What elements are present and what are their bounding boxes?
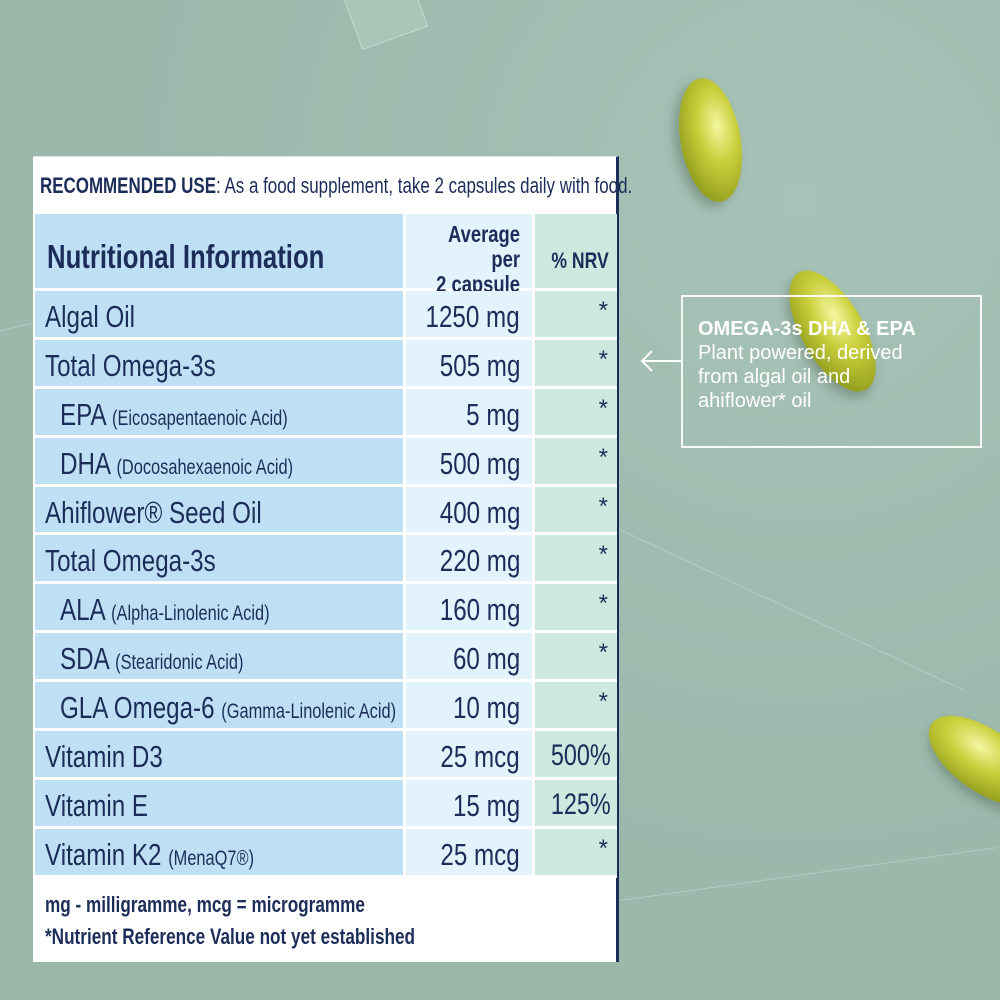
- nutrient-nrv: *: [598, 541, 608, 569]
- nutrient-value: 500 mg: [439, 445, 520, 481]
- callout-line: Plant powered, derived: [698, 342, 903, 364]
- nutrient-name: SDA (Stearidonic Acid): [60, 641, 244, 677]
- nutrient-nrv: 500%: [551, 739, 611, 773]
- callout-line: from algal oil and: [698, 366, 851, 388]
- table-row: Ahiflower® Seed Oil 400 mg *: [35, 486, 617, 536]
- callout-title: OMEGA-3s DHA & EPA: [698, 318, 916, 340]
- nutrient-name: Vitamin K2 (MenaQ7®): [45, 836, 255, 872]
- nutrient-name: Total Omega-3s: [45, 347, 216, 383]
- nutrient-value: 5 mg: [466, 396, 520, 432]
- nutrient-name: DHA (Docosahexaenoic Acid): [60, 445, 294, 481]
- nutrition-table: Nutritional Information Average per 2 cap…: [35, 214, 617, 878]
- table-row: ALA (Alpha-Linolenic Acid) 160 mg *: [35, 584, 617, 634]
- table-header: Nutritional Information Average per 2 cap…: [35, 214, 617, 297]
- value-column-header: Average per 2 capsule: [436, 221, 520, 297]
- arrow-left-icon: [640, 350, 681, 372]
- omega-callout: OMEGA-3s DHA & EPA Plant powered, derive…: [681, 295, 982, 448]
- nutrient-value: 25 mcg: [440, 836, 520, 872]
- table-row: Total Omega-3s 505 mg *: [35, 339, 617, 389]
- nutrient-nrv: *: [598, 492, 608, 520]
- nutrition-panel: RECOMMENDED USE: As a food supplement, t…: [33, 156, 632, 962]
- nutrient-name: GLA Omega-6 (Gamma-Linolenic Acid): [60, 690, 397, 726]
- nutrient-nrv: *: [598, 834, 608, 862]
- table-row: Algal Oil 1250 mg *: [35, 291, 617, 340]
- table-row: DHA (Docosahexaenoic Acid) 500 mg *: [35, 437, 617, 487]
- table-title: Nutritional Information: [47, 238, 325, 275]
- nutrient-nrv: *: [598, 590, 608, 618]
- nutrient-name: ALA (Alpha-Linolenic Acid): [60, 592, 270, 628]
- nutrient-nrv: *: [598, 639, 608, 667]
- nutrient-name: Vitamin D3: [45, 739, 163, 775]
- nutrient-value: 60 mg: [452, 641, 520, 677]
- nutrient-value: 160 mg: [439, 592, 520, 628]
- nutrient-name: Algal Oil: [45, 299, 136, 334]
- nutrient-value: 15 mg: [452, 787, 520, 823]
- table-row: Vitamin K2 (MenaQ7®) 25 mcg *: [35, 828, 617, 878]
- table-row: EPA (Eicosapentaenoic Acid) 5 mg *: [35, 388, 617, 438]
- recommended-use: RECOMMENDED USE: As a food supplement, t…: [40, 173, 633, 198]
- nrv-column-header: % NRV: [551, 248, 609, 273]
- nutrient-nrv: 125%: [551, 787, 611, 821]
- nutrient-nrv: *: [598, 345, 608, 373]
- nutrient-name: EPA (Eicosapentaenoic Acid): [60, 396, 288, 432]
- table-row: GLA Omega-6 (Gamma-Linolenic Acid) 10 mg…: [35, 682, 617, 732]
- nutrient-nrv: *: [598, 688, 608, 716]
- footnotes: mg - milligramme, mcg = microgramme *Nutr…: [45, 892, 416, 949]
- table-row: Vitamin E 15 mg 125%: [35, 779, 617, 829]
- nutrient-name: Ahiflower® Seed Oil: [45, 494, 262, 530]
- table-row: Total Omega-3s 220 mg *: [35, 535, 617, 585]
- nutrient-value: 400 mg: [439, 494, 520, 530]
- nutrient-nrv: *: [598, 394, 608, 422]
- nutrient-value: 25 mcg: [440, 739, 520, 775]
- nutrient-value: 220 mg: [439, 543, 520, 579]
- nutrient-value: 1250 mg: [425, 299, 520, 334]
- nutrient-value: 10 mg: [452, 690, 520, 726]
- nutrient-name: Total Omega-3s: [45, 543, 216, 579]
- nutrient-nrv: *: [598, 443, 608, 471]
- table-row: SDA (Stearidonic Acid) 60 mg *: [35, 633, 617, 683]
- nutrient-nrv: *: [598, 297, 608, 324]
- nutrient-value: 505 mg: [439, 347, 520, 383]
- nutrient-name: Vitamin E: [45, 787, 149, 823]
- callout-line: ahiflower* oil: [698, 390, 812, 412]
- table-row: Vitamin D3 25 mcg 500%: [35, 731, 617, 780]
